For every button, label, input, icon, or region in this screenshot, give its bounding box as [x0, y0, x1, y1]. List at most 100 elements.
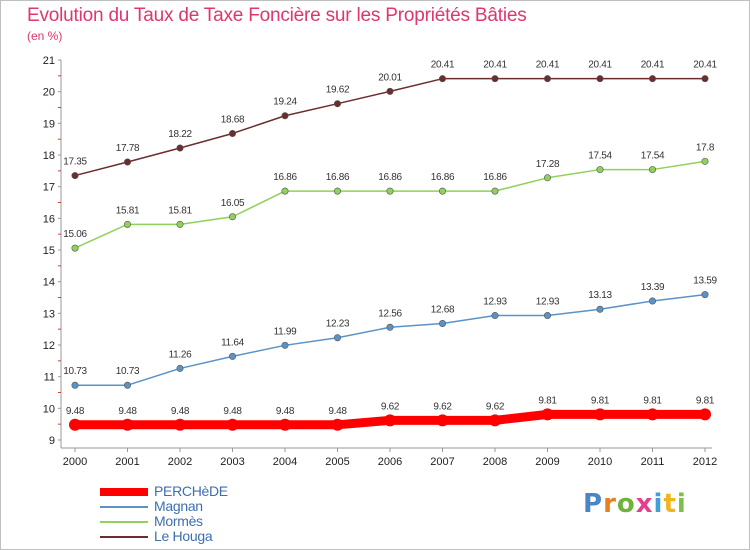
- x-tick-label: 2010: [588, 456, 612, 468]
- data-point-magnan: [491, 312, 499, 320]
- data-point-perch-de: [279, 418, 291, 431]
- data-label-perch-de: 9.48: [66, 406, 85, 417]
- data-label-perch-de: 9.81: [591, 395, 610, 406]
- data-label-magnan: 13.13: [588, 290, 612, 301]
- data-point-perch-de: [331, 418, 344, 431]
- x-tick-label: 2006: [378, 456, 402, 468]
- y-tick-label: 15: [43, 245, 55, 257]
- data-label-perch-de: 9.48: [171, 406, 190, 417]
- y-tick-label: 17: [43, 182, 55, 194]
- logo-letter: t: [663, 489, 677, 519]
- y-tick-label: 19: [43, 118, 55, 130]
- data-label-perch-de: 9.81: [643, 395, 662, 406]
- data-point-perch-de: [69, 418, 81, 431]
- data-point-perch-de: [436, 414, 449, 427]
- data-label-magnan: 11.64: [221, 337, 245, 348]
- data-label-morm-s: 15.06: [63, 229, 87, 240]
- legend-label: Mormès: [154, 513, 203, 529]
- data-label-morm-s: 17.8: [696, 142, 715, 153]
- data-label-le-houga: 20.41: [693, 60, 717, 71]
- data-label-magnan: 13.39: [641, 282, 665, 293]
- data-point-morm-s: [491, 187, 499, 195]
- data-point-le-houga: [124, 158, 132, 166]
- data-label-le-houga: 20.41: [641, 60, 665, 71]
- data-point-perch-de: [541, 408, 554, 421]
- x-tick-label: 2009: [535, 456, 559, 468]
- y-tick-label: 16: [43, 213, 55, 225]
- data-label-magnan: 11.99: [274, 326, 298, 337]
- data-point-perch-de: [226, 418, 239, 431]
- data-label-magnan: 12.23: [326, 319, 350, 330]
- data-point-magnan: [229, 352, 237, 360]
- y-tick-label: 18: [43, 150, 55, 162]
- legend-swatch: [100, 521, 148, 523]
- data-label-perch-de: 9.48: [276, 406, 295, 417]
- x-tick-label: 2005: [325, 456, 349, 468]
- data-label-le-houga: 19.62: [326, 85, 350, 96]
- data-label-magnan: 10.73: [116, 366, 140, 377]
- data-label-perch-de: 9.62: [433, 401, 452, 412]
- data-point-morm-s: [333, 187, 341, 195]
- data-point-le-houga: [71, 172, 79, 180]
- data-label-perch-de: 9.81: [538, 395, 557, 406]
- logo-letter: r: [603, 489, 617, 519]
- data-point-le-houga: [491, 75, 499, 83]
- data-point-le-houga: [543, 75, 551, 83]
- proxiti-logo: Proxiti: [583, 489, 687, 519]
- data-point-morm-s: [176, 220, 184, 228]
- data-point-perch-de: [594, 408, 606, 421]
- data-label-le-houga: 20.41: [536, 60, 560, 71]
- data-point-magnan: [71, 381, 79, 389]
- x-tick-label: 2003: [220, 456, 244, 468]
- x-tick-label: 2000: [63, 456, 87, 468]
- data-label-morm-s: 17.54: [588, 151, 612, 162]
- data-label-magnan: 12.93: [483, 297, 507, 308]
- data-label-morm-s: 16.86: [273, 172, 297, 183]
- logo-letter: P: [583, 489, 604, 519]
- legend-swatch: [100, 536, 148, 538]
- data-label-perch-de: 9.48: [118, 406, 137, 417]
- data-point-morm-s: [281, 187, 289, 195]
- y-tick-label: 11: [44, 372, 55, 384]
- data-point-perch-de: [699, 408, 711, 421]
- data-point-morm-s: [596, 166, 604, 174]
- chart-subtitle: (en %): [27, 29, 63, 43]
- data-label-morm-s: 17.54: [641, 151, 665, 162]
- data-point-perch-de: [646, 408, 659, 421]
- data-point-magnan: [333, 334, 341, 342]
- data-point-magnan: [438, 319, 446, 327]
- data-point-le-houga: [648, 75, 656, 83]
- legend-item: Magnan: [100, 498, 300, 514]
- data-label-le-houga: 19.24: [273, 97, 297, 108]
- data-point-morm-s: [386, 187, 394, 195]
- data-label-magnan: 13.59: [693, 276, 717, 287]
- data-point-perch-de: [121, 418, 134, 431]
- x-tick-label: 2011: [641, 456, 665, 468]
- data-point-le-houga: [701, 75, 709, 83]
- legend-label: Le Houga: [154, 528, 213, 544]
- logo-letter: x: [635, 489, 654, 519]
- y-tick-label: 20: [43, 87, 55, 99]
- data-label-perch-de: 9.48: [328, 406, 347, 417]
- x-tick-label: 2012: [693, 456, 717, 468]
- data-point-perch-de: [489, 414, 501, 427]
- data-point-magnan: [596, 305, 604, 313]
- legend-item: Mormès: [100, 513, 300, 529]
- data-label-morm-s: 15.81: [116, 205, 140, 216]
- logo-letter: o: [616, 489, 636, 519]
- data-point-le-houga: [438, 75, 446, 83]
- y-tick-label: 9: [49, 435, 55, 447]
- x-tick-label: 2002: [168, 456, 192, 468]
- data-label-le-houga: 17.78: [116, 143, 140, 154]
- data-point-magnan: [386, 323, 394, 331]
- x-tick-label: 2007: [430, 456, 454, 468]
- data-point-le-houga: [229, 129, 237, 137]
- data-label-le-houga: 20.01: [378, 72, 402, 83]
- x-tick-label: 2004: [273, 456, 297, 468]
- data-label-magnan: 12.93: [536, 297, 560, 308]
- y-tick-label: 14: [43, 277, 55, 289]
- data-point-le-houga: [333, 100, 341, 108]
- data-point-magnan: [701, 291, 709, 299]
- data-label-magnan: 12.56: [378, 308, 402, 319]
- data-label-morm-s: 15.81: [168, 205, 192, 216]
